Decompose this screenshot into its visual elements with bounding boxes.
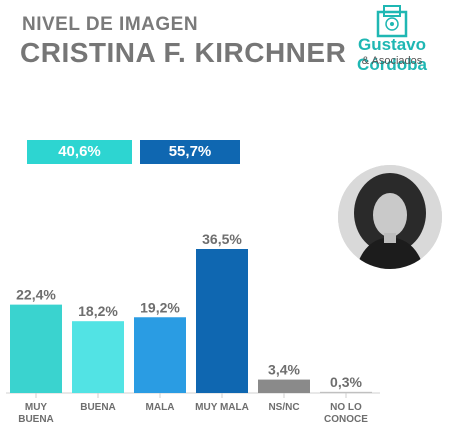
x-tick-label: MUY [25, 402, 48, 413]
x-tick-label: BUENA [80, 402, 116, 413]
bar [320, 391, 372, 393]
bar [134, 317, 186, 393]
bar [72, 321, 124, 393]
positive-total-badge: 40,6% [27, 140, 132, 164]
bar-value-label: 22,4% [16, 287, 56, 303]
bar-value-label: 0,3% [330, 374, 362, 390]
bar-value-label: 18,2% [78, 303, 118, 319]
company-logo: Gustavo Córdoba & Asociados [322, 4, 462, 74]
x-tick-label: MUY MALA [195, 402, 249, 413]
bar [196, 249, 248, 393]
x-tick-label: CONOCE [324, 414, 368, 423]
bar-value-label: 3,4% [268, 362, 300, 378]
x-tick-label: MALA [146, 402, 175, 413]
bar [10, 304, 62, 393]
bar [258, 379, 310, 393]
bar-value-label: 36,5% [202, 231, 242, 247]
portrait-photo [338, 165, 442, 269]
bar-value-label: 19,2% [140, 299, 180, 315]
chart-title: CRISTINA F. KIRCHNER [20, 37, 347, 68]
logo-subtitle: & Asociados [361, 55, 423, 67]
x-tick-label: NO LO [330, 402, 362, 413]
x-tick-label: BUENA [18, 414, 54, 423]
ballot-box-icon [376, 5, 408, 38]
x-tick-label: NS/NC [268, 402, 299, 413]
negative-total-badge: 55,7% [140, 140, 240, 164]
logo-name: Gustavo Córdoba [357, 35, 427, 74]
chart-subtitle: NIVEL DE IMAGEN [22, 14, 199, 35]
